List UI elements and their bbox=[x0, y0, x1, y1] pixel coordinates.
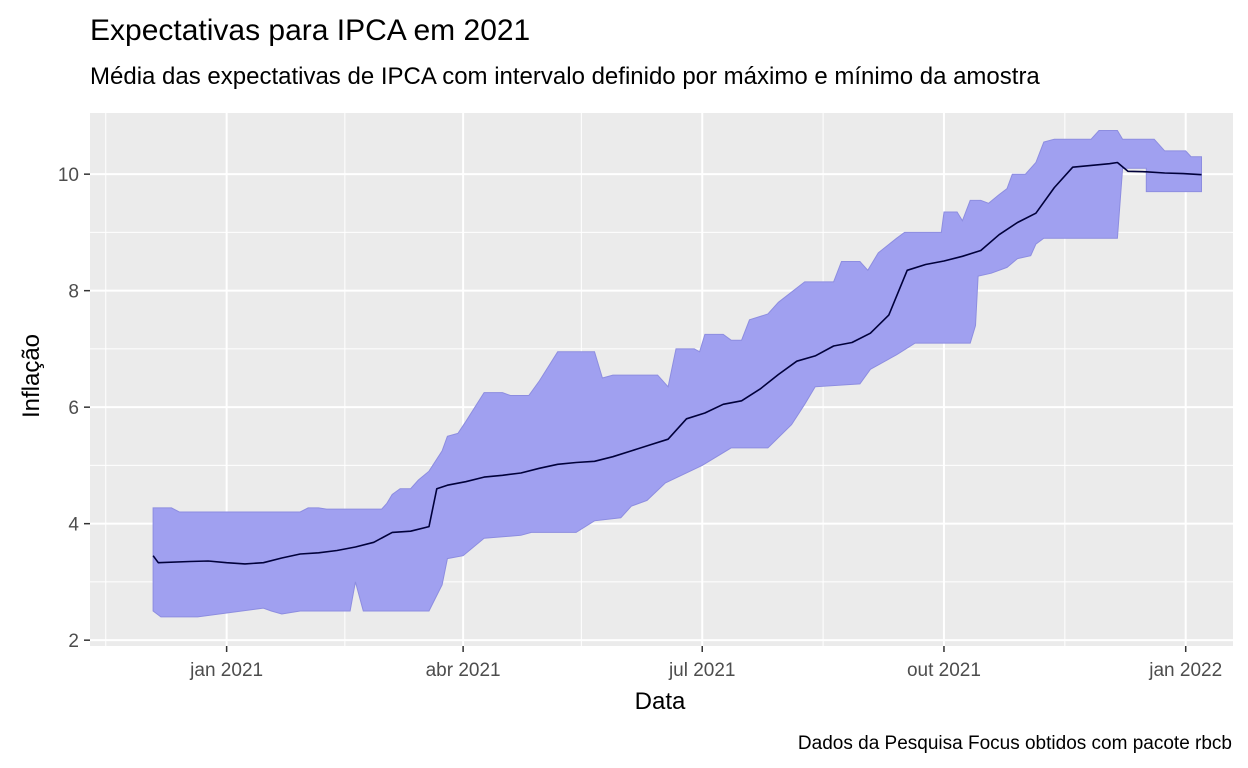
x-tick-label: jan 2022 bbox=[1148, 660, 1222, 681]
x-axis-title: Data bbox=[635, 688, 686, 715]
y-axis-title: Inflação bbox=[18, 334, 45, 418]
y-tick-label: 6 bbox=[68, 398, 79, 419]
x-tick-label: abr 2021 bbox=[426, 660, 501, 681]
chart-title: Expectativas para IPCA em 2021 bbox=[90, 14, 530, 47]
y-tick-label: 4 bbox=[68, 515, 79, 536]
chart-subtitle: Média das expectativas de IPCA com inter… bbox=[90, 63, 1040, 90]
y-axis-ticks: 2 4 6 8 10 bbox=[58, 165, 90, 652]
y-tick-label: 10 bbox=[58, 165, 79, 186]
x-tick-label: jul 2021 bbox=[668, 660, 736, 681]
min-max-ribbon bbox=[152, 130, 1202, 618]
mean-expectation-line bbox=[152, 161, 1202, 565]
y-tick-label: 8 bbox=[68, 282, 79, 303]
y-tick-label: 2 bbox=[68, 631, 79, 652]
x-tick-label: out 2021 bbox=[907, 660, 981, 681]
x-axis-ticks: jan 2021 abr 2021 jul 2021 out 2021 jan 2022 bbox=[189, 646, 1222, 681]
chart-caption: Dados da Pesquisa Focus obtidos com paco… bbox=[798, 733, 1232, 754]
x-tick-label: jan 2021 bbox=[189, 660, 263, 681]
